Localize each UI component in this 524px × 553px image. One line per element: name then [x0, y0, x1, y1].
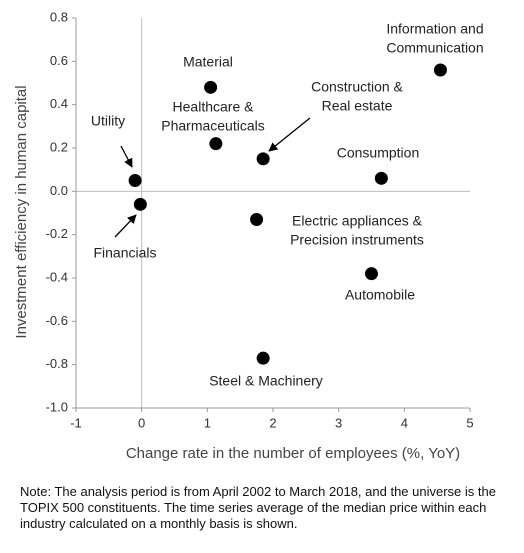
y-tick-label: 0.6: [50, 53, 68, 68]
point-label: Steel & Machinery: [209, 373, 323, 389]
point-label: Communication: [386, 40, 483, 56]
y-tick-label: 0.2: [50, 139, 68, 154]
y-axis-title: Investment efficiency in human capital: [13, 85, 30, 338]
y-tick-label: 0.8: [50, 9, 68, 24]
point-label: Information and: [386, 21, 483, 37]
x-tick-label: 1: [204, 415, 211, 430]
point-label: Consumption: [337, 145, 420, 161]
point: [374, 171, 388, 185]
note: Note: The analysis period is from April …: [20, 484, 496, 531]
chart: Investment efficiency in human capital C…: [13, 9, 484, 462]
point-label: Financials: [93, 245, 156, 261]
point-label: Utility: [91, 113, 125, 129]
point: [204, 80, 218, 94]
x-axis-title: Change rate in the number of employees (…: [126, 445, 460, 462]
point: [128, 174, 142, 187]
y-tick-label: -0.4: [46, 269, 68, 284]
y-tick-label: -0.2: [46, 226, 68, 241]
point-label: Pharmaceuticals: [161, 118, 265, 134]
y-tick-label: -0.6: [46, 313, 68, 328]
x-tick-label: 5: [466, 415, 473, 430]
y-tick-label: 0.4: [50, 96, 68, 111]
point-label: Precision instruments: [290, 232, 424, 248]
point-label: Material: [183, 54, 233, 70]
point-label: Healthcare &: [173, 99, 255, 115]
x-tick-label: 3: [335, 415, 342, 430]
arrow: [120, 145, 133, 168]
arrow: [114, 214, 137, 238]
point-label: Automobile: [345, 287, 415, 303]
point-label: Real estate: [322, 98, 393, 114]
y-tick-label: -1.0: [46, 399, 68, 414]
point: [256, 152, 270, 166]
y-tick-label: -0.8: [46, 356, 68, 371]
point: [209, 137, 223, 151]
x-tick-label: -1: [70, 415, 82, 430]
x-tick-label: 2: [269, 415, 276, 430]
point: [256, 351, 270, 365]
y-tick-label: 0.0: [50, 183, 68, 198]
point-label: Construction &: [311, 79, 403, 95]
arrow: [268, 117, 311, 152]
point: [365, 267, 378, 281]
point: [433, 63, 447, 77]
x-tick-label: 0: [138, 415, 145, 430]
point-label: Electric appliances &: [292, 213, 423, 229]
x-tick-label: 4: [401, 415, 408, 430]
point: [133, 197, 147, 211]
point: [250, 213, 264, 226]
